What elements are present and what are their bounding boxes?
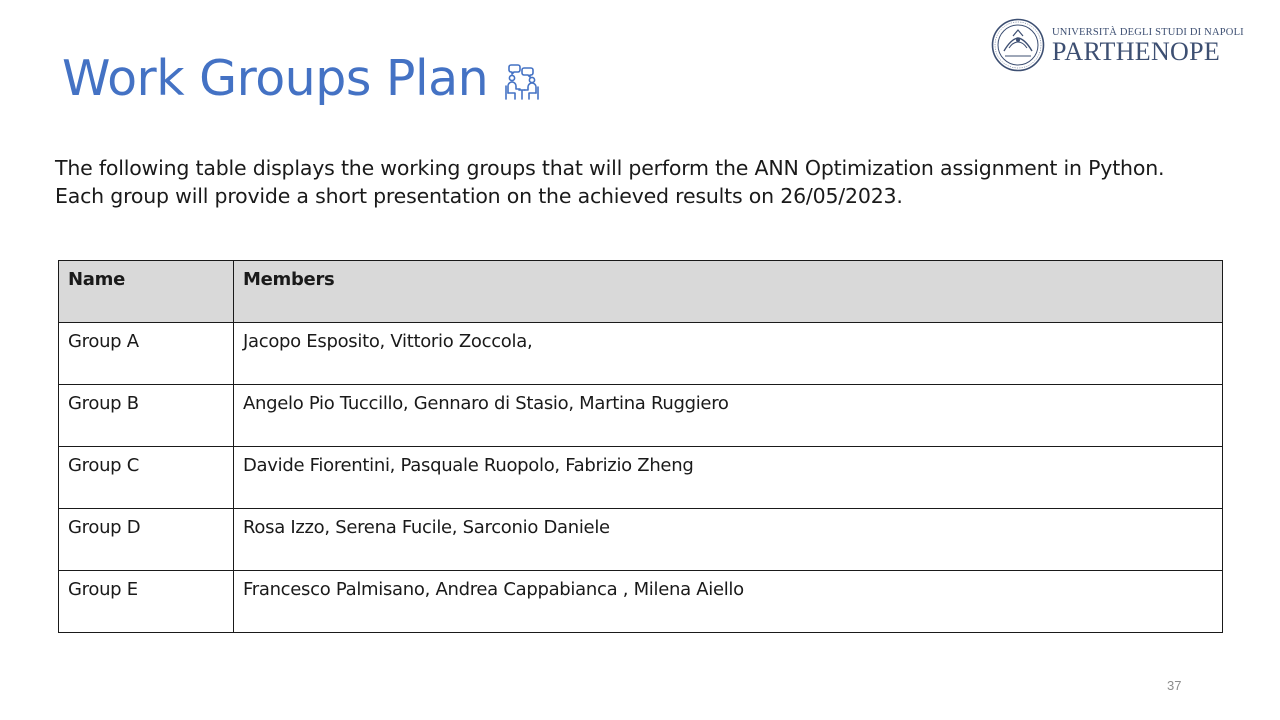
groups-table: Name Members Group A Jacopo Esposito, Vi…	[58, 260, 1223, 633]
table-header-row: Name Members	[58, 260, 1223, 323]
group-name: Group B	[58, 384, 234, 447]
table-row: Group E Francesco Palmisano, Andrea Capp…	[58, 570, 1223, 633]
university-logo: UNIVERSITÀ DEGLI STUDI DI NAPOLI PARTHEN…	[991, 15, 1246, 75]
group-name: Group A	[58, 322, 234, 385]
table-row: Group D Rosa Izzo, Serena Fucile, Sarcon…	[58, 508, 1223, 571]
logo-name: PARTHENOPE	[1052, 36, 1221, 66]
page-number: 37	[1167, 678, 1182, 693]
table-row: Group C Davide Fiorentini, Pasquale Ruop…	[58, 446, 1223, 509]
logo-university-line: UNIVERSITÀ DEGLI STUDI DI NAPOLI	[1052, 26, 1244, 38]
group-discussion-icon	[505, 64, 539, 100]
group-name: Group C	[58, 446, 234, 509]
intro-line-1: The following table displays the working…	[55, 156, 1165, 180]
logo-text: UNIVERSITÀ DEGLI STUDI DI NAPOLI PARTHEN…	[1052, 26, 1244, 65]
group-members: Davide Fiorentini, Pasquale Ruopolo, Fab…	[233, 446, 1223, 509]
header-name: Name	[58, 260, 234, 323]
university-seal-icon	[991, 18, 1045, 72]
table-row: Group B Angelo Pio Tuccillo, Gennaro di …	[58, 384, 1223, 447]
title-area: Work Groups Plan	[62, 46, 542, 112]
intro-line-2: Each group will provide a short presenta…	[55, 184, 903, 208]
intro-text: The following table displays the working…	[55, 154, 1255, 210]
table-row: Group A Jacopo Esposito, Vittorio Zoccol…	[58, 322, 1223, 385]
group-members: Francesco Palmisano, Andrea Cappabianca …	[233, 570, 1223, 633]
group-name: Group D	[58, 508, 234, 571]
slide-title: Work Groups Plan	[62, 50, 489, 107]
group-members: Angelo Pio Tuccillo, Gennaro di Stasio, …	[233, 384, 1223, 447]
group-name: Group E	[58, 570, 234, 633]
header-members: Members	[233, 260, 1223, 323]
group-members: Jacopo Esposito, Vittorio Zoccola,	[233, 322, 1223, 385]
group-members: Rosa Izzo, Serena Fucile, Sarconio Danie…	[233, 508, 1223, 571]
